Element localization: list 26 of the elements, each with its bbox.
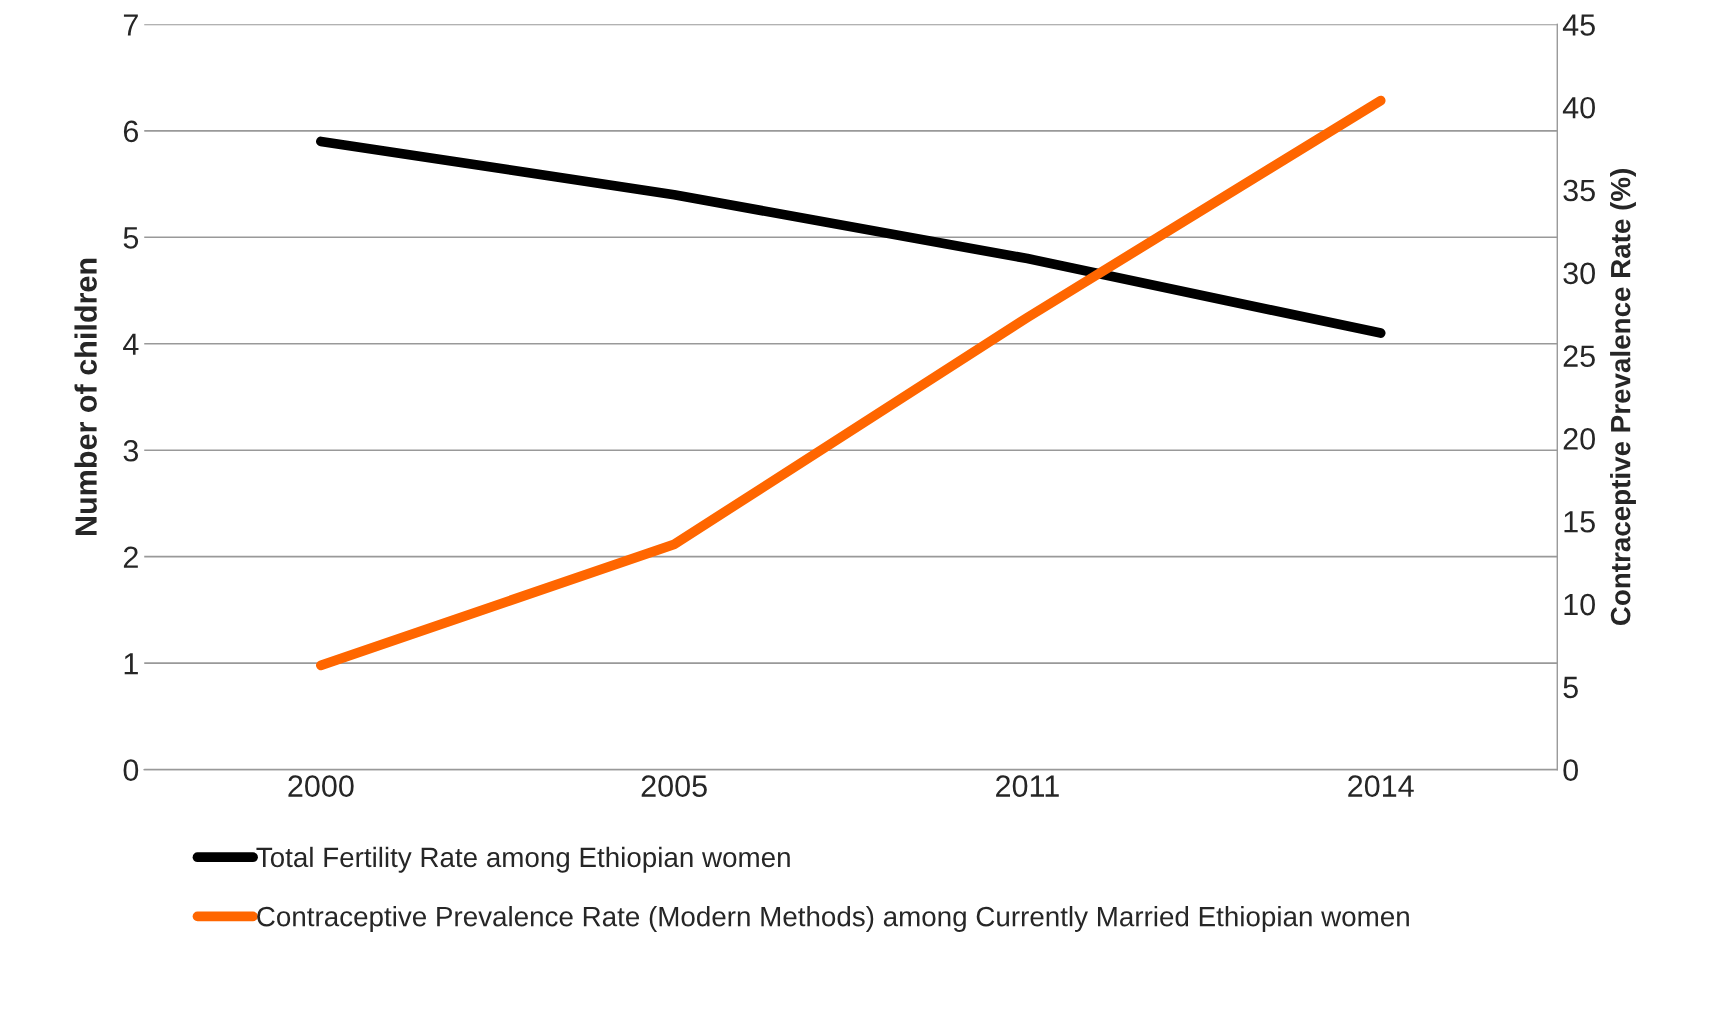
y2-tick-label: 40: [1562, 96, 1595, 119]
y2-tick-label: 45: [1562, 14, 1595, 36]
y-tick-label: 7: [123, 14, 138, 36]
y2-tick-label: 0: [1563, 759, 1578, 781]
y-tick-label: 4: [123, 333, 139, 355]
y2-tick-label: 15: [1564, 511, 1595, 533]
x-tick-label: 2005: [641, 775, 707, 797]
y2-tick-label: 25: [1563, 345, 1595, 367]
y2-tick-label: 30: [1563, 262, 1595, 285]
y-tick-label: 2: [123, 546, 138, 568]
legend-label: Contraceptive Prevalence Rate (Modern Methods) among Currently Married Ethiopian women: [257, 906, 1409, 932]
y2-axis-title: Contraceptive Prevalence Rate (%): [1610, 169, 1636, 626]
y2-tick-label: 5: [1563, 676, 1578, 699]
y-axis-title: Number of children: [74, 258, 97, 535]
y-tick-label: 1: [124, 653, 138, 675]
legend-label: Total Fertility Rate among Ethiopian women: [256, 846, 790, 873]
y-tick-label: 0: [123, 759, 139, 781]
y-tick-label: 5: [123, 227, 139, 249]
x-tick-label: 2011: [996, 775, 1059, 797]
x-tick-label: 2014: [1348, 775, 1414, 797]
y-tick-label: 6: [123, 120, 139, 143]
y2-tick-label: 35: [1563, 179, 1595, 202]
y2-tick-label: 10: [1564, 593, 1595, 616]
x-tick-label: 2000: [288, 775, 354, 797]
y2-tick-label: 20: [1563, 428, 1595, 450]
y-tick-label: 3: [123, 439, 139, 462]
